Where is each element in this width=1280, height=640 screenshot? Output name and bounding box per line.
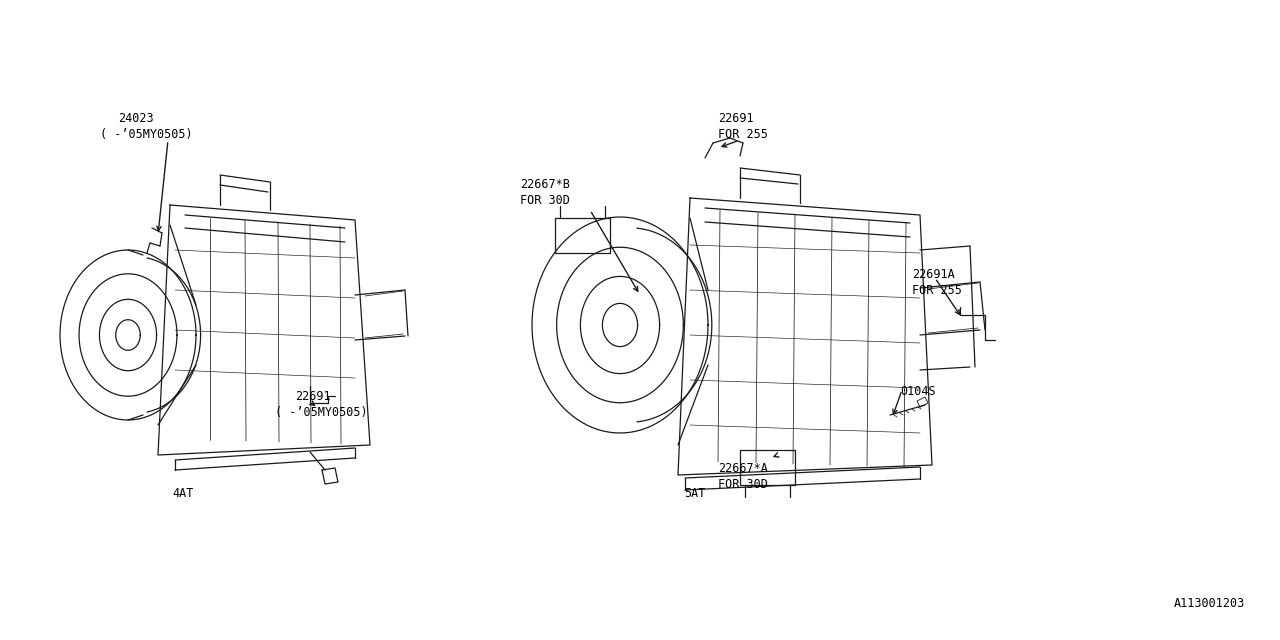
Text: 22691: 22691: [294, 390, 330, 403]
Text: A113001203: A113001203: [1174, 597, 1245, 610]
Text: FOR 255: FOR 255: [718, 128, 768, 141]
Text: 5AT: 5AT: [685, 487, 705, 500]
Text: 0104S: 0104S: [900, 385, 936, 398]
Text: FOR 30D: FOR 30D: [520, 194, 570, 207]
Text: 24023: 24023: [118, 112, 154, 125]
Text: 22691: 22691: [718, 112, 754, 125]
Text: 22667*B: 22667*B: [520, 178, 570, 191]
Text: 22667*A: 22667*A: [718, 462, 768, 475]
Text: 4AT: 4AT: [173, 487, 193, 500]
Text: FOR 30D: FOR 30D: [718, 478, 768, 491]
Text: ( -’05MY0505): ( -’05MY0505): [275, 406, 367, 419]
Text: ( -’05MY0505): ( -’05MY0505): [100, 128, 192, 141]
Text: FOR 255: FOR 255: [911, 284, 961, 297]
Text: 22691A: 22691A: [911, 268, 955, 281]
